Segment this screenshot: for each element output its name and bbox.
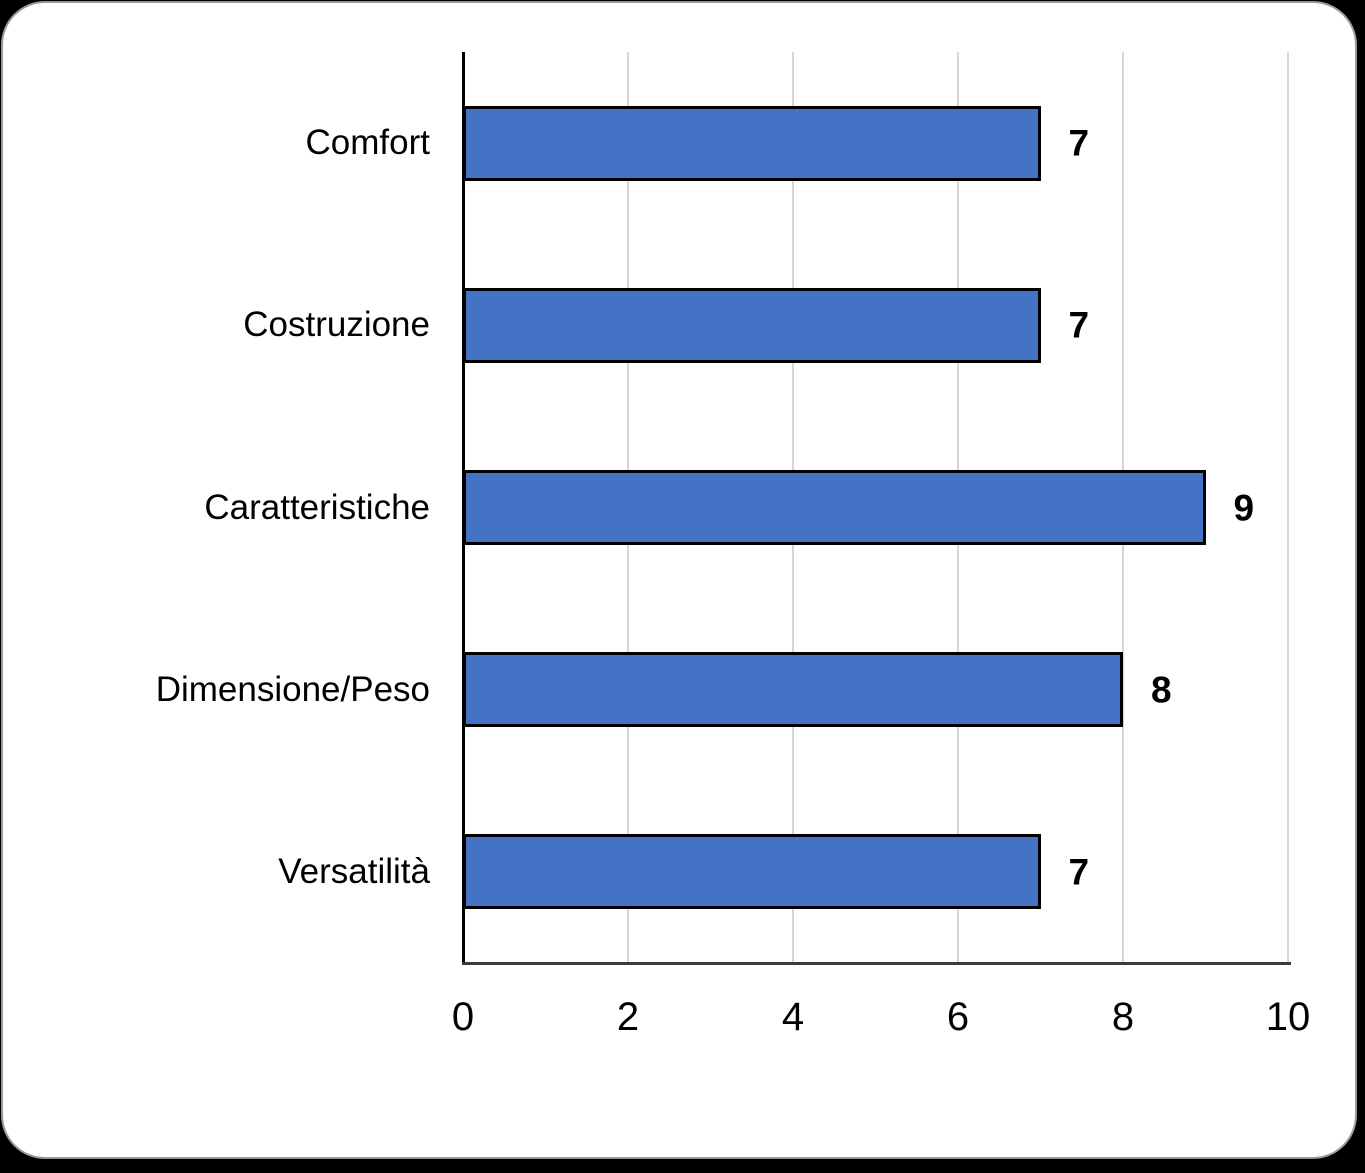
bar-value-label: 7 bbox=[1068, 122, 1090, 164]
category-label: Comfort bbox=[305, 123, 430, 163]
bar bbox=[463, 470, 1206, 545]
bar bbox=[463, 834, 1041, 910]
y-axis-line bbox=[462, 52, 465, 963]
bar-value-label: 7 bbox=[1068, 304, 1090, 346]
x-tick-label: 8 bbox=[1111, 995, 1135, 1039]
category-label: Costruzione bbox=[243, 305, 430, 345]
category-label: Versatilità bbox=[278, 851, 430, 891]
gridline bbox=[1287, 52, 1289, 963]
x-tick-label: 6 bbox=[946, 995, 970, 1039]
bar-value-label: 7 bbox=[1068, 851, 1090, 893]
x-tick-label: 10 bbox=[1265, 995, 1311, 1039]
bar bbox=[463, 287, 1041, 363]
x-tick-label: 0 bbox=[451, 995, 475, 1039]
category-label: Caratteristiche bbox=[204, 487, 430, 527]
bar-value-label: 8 bbox=[1151, 669, 1172, 711]
bar-value-label: 9 bbox=[1233, 487, 1255, 528]
x-tick-label: 2 bbox=[616, 995, 640, 1039]
plot-area: 7 7 9 8 7 bbox=[462, 52, 1291, 965]
category-label: Dimensione/Peso bbox=[155, 669, 430, 709]
x-axis-line bbox=[462, 962, 1291, 965]
bar bbox=[463, 105, 1041, 181]
x-tick-label: 4 bbox=[781, 995, 805, 1039]
bar bbox=[463, 652, 1123, 728]
